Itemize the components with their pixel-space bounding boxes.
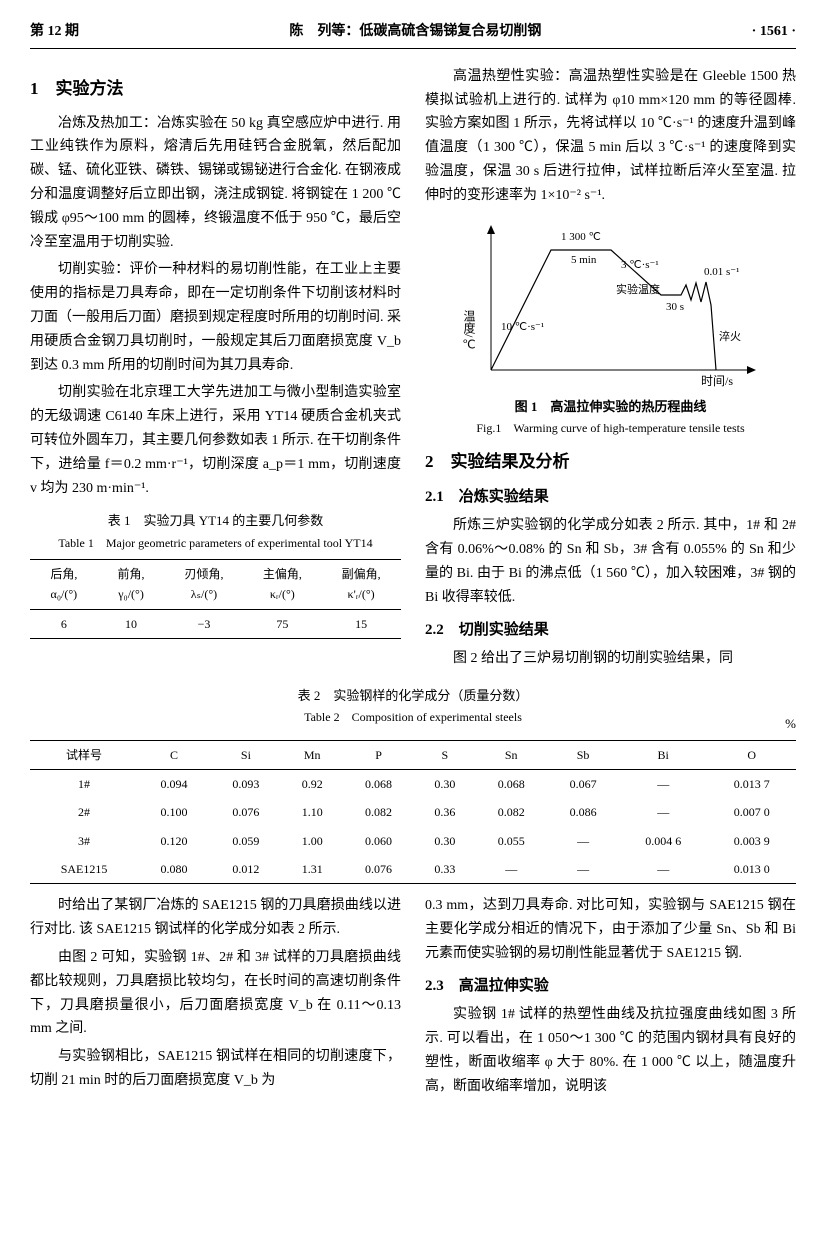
fig1-caption-en: Fig.1 Warming curve of high-temperature …: [425, 418, 796, 438]
t2-h0: 试样号: [30, 740, 138, 769]
subsection-2-2: 2.2 切削实验结果: [425, 618, 796, 644]
t2-h7: Sb: [547, 740, 619, 769]
t2-h9: O: [707, 740, 796, 769]
header-title: 陈 列等：低碳高硫含锡锑复合易切削钢: [79, 20, 752, 44]
table2-caption-cn: 表 2 实验钢样的化学成分（质量分数）: [30, 685, 796, 707]
t1-h1: 前角, γ₀/(°): [98, 559, 165, 609]
para-smelting: 冶炼及热加工：冶炼实验在 50 kg 真空感应炉中进行. 用工业纯铁作为原料，熔…: [30, 112, 401, 255]
para-bl1: 时给出了某钢厂冶炼的 SAE1215 钢的刀具磨损曲线以进行对比. 该 SAE1…: [30, 894, 401, 942]
fig1-ylabel: 温度/℃: [462, 309, 476, 351]
fig1-heatrate: 10 ℃·s⁻¹: [501, 321, 544, 333]
t1-h0: 后角, α₀/(°): [30, 559, 98, 609]
header-page: · 1561 ·: [752, 20, 796, 44]
right-column: 高温热塑性实验：高温热塑性实验是在 Gleeble 1500 热模拟试验机上进行…: [425, 65, 796, 675]
fig1-caption-cn: 图 1 高温拉伸实验的热历程曲线: [425, 396, 796, 418]
fig1-peak: 1 300 ℃: [561, 231, 601, 243]
table-row: 3#0.1200.0591.000.0600.300.055—0.004 60.…: [30, 827, 796, 855]
table-row: 1#0.0940.0930.920.0680.300.0680.067—0.01…: [30, 769, 796, 798]
table1: 后角, α₀/(°) 前角, γ₀/(°) 刃倾角, λₛ/(°) 主偏角, κ…: [30, 559, 401, 639]
figure-1: 1 300 ℃ 5 min 10 ℃·s⁻¹ 3 ℃·s⁻¹ 0.01 s⁻¹ …: [425, 220, 796, 390]
para-bl3: 与实验钢相比，SAE1215 钢试样在相同的切削速度下，切削 21 min 时的…: [30, 1045, 401, 1093]
t2-h3: Mn: [282, 740, 343, 769]
t1-h2: 刃倾角, λₛ/(°): [164, 559, 243, 609]
fig1-testtemp: 实验温度: [616, 282, 660, 296]
t1-c3: 75: [244, 609, 322, 638]
para-br1: 0.3 mm，达到刀具寿命. 对比可知，实验钢与 SAE1215 钢在主要化学成…: [425, 894, 796, 965]
para-cut-result: 图 2 给出了三炉易切削钢的切削实验结果，同: [425, 647, 796, 671]
table2: 试样号 C Si Mn P S Sn Sb Bi O 1#0.0940.0930…: [30, 740, 796, 885]
fig1-svg: 1 300 ℃ 5 min 10 ℃·s⁻¹ 3 ℃·s⁻¹ 0.01 s⁻¹ …: [461, 220, 761, 390]
section-2-heading: 2 实验结果及分析: [425, 448, 796, 477]
table-row: SAE12150.0800.0121.310.0760.33———0.013 0: [30, 855, 796, 884]
t2-h4: P: [343, 740, 415, 769]
t1-c1: 10: [98, 609, 165, 638]
table2-header-row: 试样号 C Si Mn P S Sn Sb Bi O: [30, 740, 796, 769]
bottom-left-column: 时给出了某钢厂冶炼的 SAE1215 钢的刀具磨损曲线以进行对比. 该 SAE1…: [30, 894, 401, 1102]
fig1-quench: 淬火: [719, 329, 741, 343]
t1-c4: 15: [321, 609, 401, 638]
fig1-coolrate: 3 ℃·s⁻¹: [621, 259, 659, 271]
subsection-2-1: 2.1 冶炼实验结果: [425, 485, 796, 511]
table1-caption-en: Table 1 Major geometric parameters of ex…: [30, 533, 401, 553]
fig1-hold: 5 min: [571, 254, 597, 266]
t2-h5: S: [414, 740, 475, 769]
t1-h3: 主偏角, κᵣ/(°): [244, 559, 322, 609]
t1-h4: 副偏角, κ'ᵣ/(°): [321, 559, 401, 609]
fig1-strainrate: 0.01 s⁻¹: [704, 266, 739, 278]
section-1-heading: 1 实验方法: [30, 75, 401, 104]
bottom-right-column: 0.3 mm，达到刀具寿命. 对比可知，实验钢与 SAE1215 钢在主要化学成…: [425, 894, 796, 1102]
bottom-columns: 时给出了某钢厂冶炼的 SAE1215 钢的刀具磨损曲线以进行对比. 该 SAE1…: [30, 894, 796, 1102]
para-br2: 实验钢 1# 试样的热塑性曲线及抗拉强度曲线如图 3 所示. 可以看出，在 1 …: [425, 1003, 796, 1098]
para-cutting-setup: 切削实验在北京理工大学先进加工与微小型制造实验室的无级调速 C6140 车床上进…: [30, 381, 401, 500]
table-row: 2#0.1000.0761.100.0820.360.0820.086—0.00…: [30, 798, 796, 826]
t2-h2: Si: [210, 740, 282, 769]
header-issue: 第 12 期: [30, 20, 79, 44]
subsection-2-3: 2.3 高温拉伸实验: [425, 974, 796, 1000]
t1-c2: −3: [164, 609, 243, 638]
table1-caption-cn: 表 1 实验刀具 YT14 的主要几何参数: [30, 510, 401, 532]
fig1-xlabel: 时间/s: [701, 374, 733, 388]
para-bl2: 由图 2 可知，实验钢 1#、2# 和 3# 试样的刀具磨损曲线都比较规则，刀具…: [30, 946, 401, 1041]
t1-c0: 6: [30, 609, 98, 638]
left-column: 1 实验方法 冶炼及热加工：冶炼实验在 50 kg 真空感应炉中进行. 用工业纯…: [30, 65, 401, 675]
t2-h6: Sn: [475, 740, 547, 769]
fig1-hold2: 30 s: [666, 301, 684, 313]
para-cutting-intro: 切削实验：评价一种材料的易切削性能，在工业上主要使用的指标是刀具寿命，即在一定切…: [30, 258, 401, 377]
top-columns: 1 实验方法 冶炼及热加工：冶炼实验在 50 kg 真空感应炉中进行. 用工业纯…: [30, 65, 796, 675]
page-header: 第 12 期 陈 列等：低碳高硫含锡锑复合易切削钢 · 1561 ·: [30, 20, 796, 49]
para-smelt-result: 所炼三炉实验钢的化学成分如表 2 所示. 其中，1# 和 2# 含有 0.06%…: [425, 514, 796, 609]
para-hot-tensile: 高温热塑性实验：高温热塑性实验是在 Gleeble 1500 热模拟试验机上进行…: [425, 65, 796, 208]
t2-h8: Bi: [619, 740, 707, 769]
t2-h1: C: [138, 740, 210, 769]
